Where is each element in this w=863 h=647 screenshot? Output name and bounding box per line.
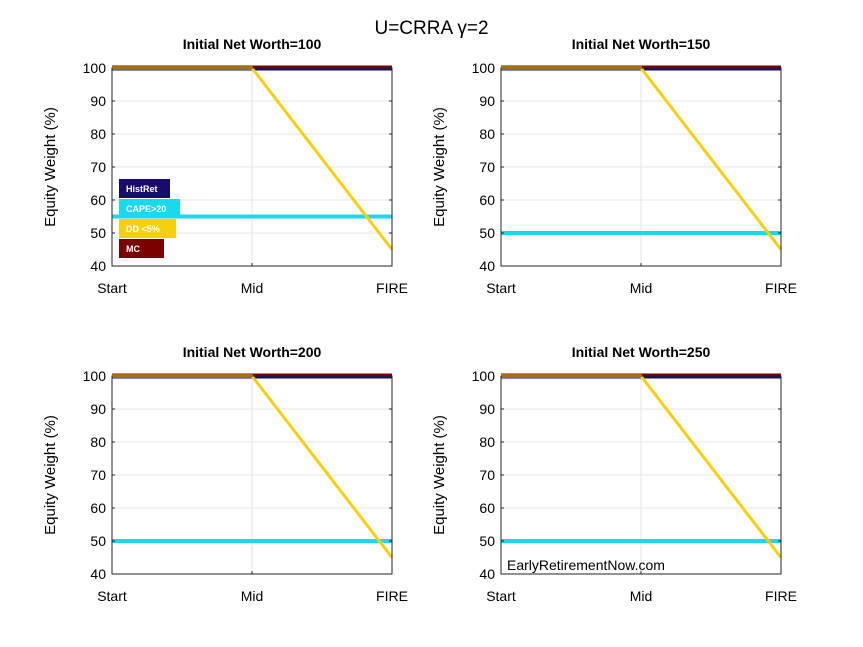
y-axis-label: Equity Weight (%) [42,107,59,227]
y-tick-label: 40 [479,258,495,274]
subplot-3: 40 50 60 70 80 90 100 Start Mid FIRE Initial Net W… [42,344,408,604]
x-tick-label: Mid [630,588,653,604]
x-tick-label: FIRE [765,280,797,296]
subplot-title: Initial Net Worth=150 [572,36,711,52]
legend-swatch [119,239,164,258]
subplot-title: Initial Net Worth=250 [572,344,711,360]
y-tick-label: 60 [90,500,106,516]
y-tick-label: 60 [90,192,106,208]
y-tick-label: 80 [479,434,495,450]
y-tick-label: 90 [90,93,106,109]
y-tick-label: 100 [83,60,107,76]
legend-label: HistRet [126,184,158,194]
x-tick-label: Start [97,588,127,604]
x-tick-label: Start [97,280,127,296]
y-tick-label: 50 [90,533,106,549]
y-tick-label: 70 [479,467,495,483]
y-tick-label: 60 [479,192,495,208]
y-tick-label: 40 [90,566,106,582]
x-tick-label: Start [486,280,516,296]
y-tick-label: 90 [479,93,495,109]
y-tick-label: 100 [472,60,496,76]
y-tick-label: 90 [90,401,106,417]
x-tick-label: Start [486,588,516,604]
x-tick-label: FIRE [376,280,408,296]
subplot-1: 40 50 60 70 80 90 100 Start Mid FIRE Initial Net W… [42,36,408,296]
y-tick-label: 80 [90,434,106,450]
y-tick-label: 80 [90,126,106,142]
figure-suptitle: U=CRRA γ=2 [374,18,489,39]
subplot-title: Initial Net Worth=100 [183,36,322,52]
legend-label: DD <5% [126,224,160,234]
x-tick-label: Mid [241,588,264,604]
subplot-4: 40 50 60 70 80 90 100 Start Mid FIRE Initial Net W… [431,344,797,604]
y-tick-label: 90 [479,401,495,417]
subplot-title: Initial Net Worth=200 [183,344,322,360]
x-tick-label: FIRE [376,588,408,604]
legend: HistRet CAPE>20 DD <5% MC [119,179,180,258]
x-tick-label: FIRE [765,588,797,604]
y-tick-label: 100 [83,368,107,384]
y-tick-label: 40 [90,258,106,274]
y-tick-label: 50 [90,225,106,241]
legend-label: MC [126,244,140,254]
y-tick-label: 70 [90,467,106,483]
y-tick-label: 100 [472,368,496,384]
y-tick-label: 50 [479,533,495,549]
legend-swatch [119,179,170,198]
y-tick-label: 50 [479,225,495,241]
y-axis-label: Equity Weight (%) [431,415,448,535]
x-tick-label: Mid [241,280,264,296]
legend-label: CAPE>20 [126,204,166,214]
y-tick-label: 70 [90,159,106,175]
legend-swatch [119,199,180,218]
legend-swatch [119,219,176,238]
subplot-2: 40 50 60 70 80 90 100 Start Mid FIRE Initial Net W… [431,36,797,296]
y-tick-label: 70 [479,159,495,175]
y-tick-label: 80 [479,126,495,142]
y-tick-label: 60 [479,500,495,516]
x-tick-label: Mid [630,280,653,296]
y-axis-label: Equity Weight (%) [431,107,448,227]
watermark-text: EarlyRetirementNow.com [507,557,665,573]
y-tick-label: 40 [479,566,495,582]
y-axis-label: Equity Weight (%) [42,415,59,535]
